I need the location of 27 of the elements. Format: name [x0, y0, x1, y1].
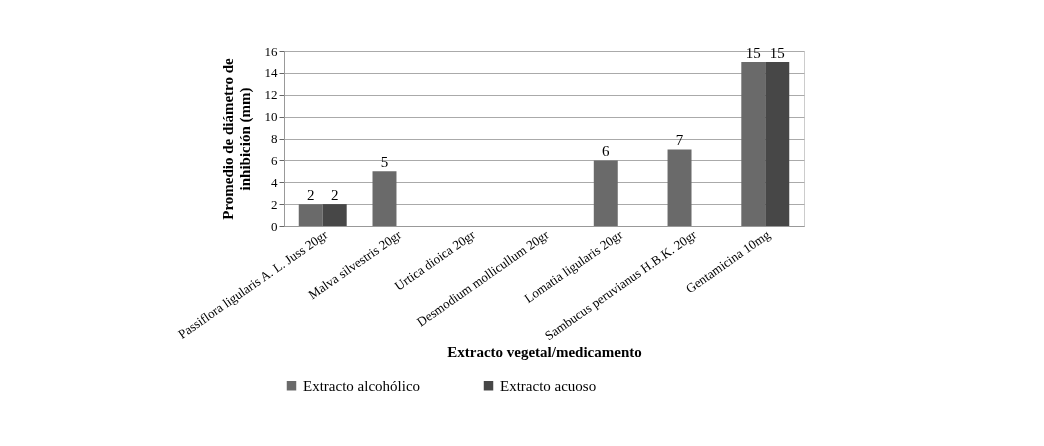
data-label: 5 [380, 154, 389, 171]
legend-label: Extracto acuoso [500, 377, 597, 394]
y-tick-label: 12 [264, 87, 278, 103]
y-tick-label: 8 [271, 131, 278, 146]
data-label: 15 [769, 44, 785, 61]
bar [593, 160, 618, 226]
data-label: 7 [675, 132, 684, 149]
x-axis-title: Extracto vegetal/medicamento [447, 344, 642, 361]
y-tick-label: 16 [264, 43, 278, 59]
bar [298, 204, 323, 226]
bar [372, 171, 397, 226]
data-label: 15 [745, 44, 761, 61]
bar [322, 204, 347, 226]
data-label: 6 [602, 143, 611, 160]
bar [741, 61, 766, 226]
bar [765, 61, 790, 226]
legend-label: Extracto alcohólico [303, 377, 421, 394]
data-label: 2 [306, 187, 315, 204]
y-tick-label: 2 [271, 196, 278, 212]
y-tick-label: 0 [271, 218, 278, 234]
y-axis-title: Promedio de diámetro de inhibición (mm) [219, 57, 254, 220]
y-tick-label: 10 [264, 109, 278, 125]
bar [667, 149, 692, 226]
y-tick-label: 4 [271, 174, 278, 190]
data-label: 2 [330, 187, 339, 204]
y-tick-label: 6 [271, 152, 278, 168]
y-tick-label: 14 [264, 65, 278, 81]
